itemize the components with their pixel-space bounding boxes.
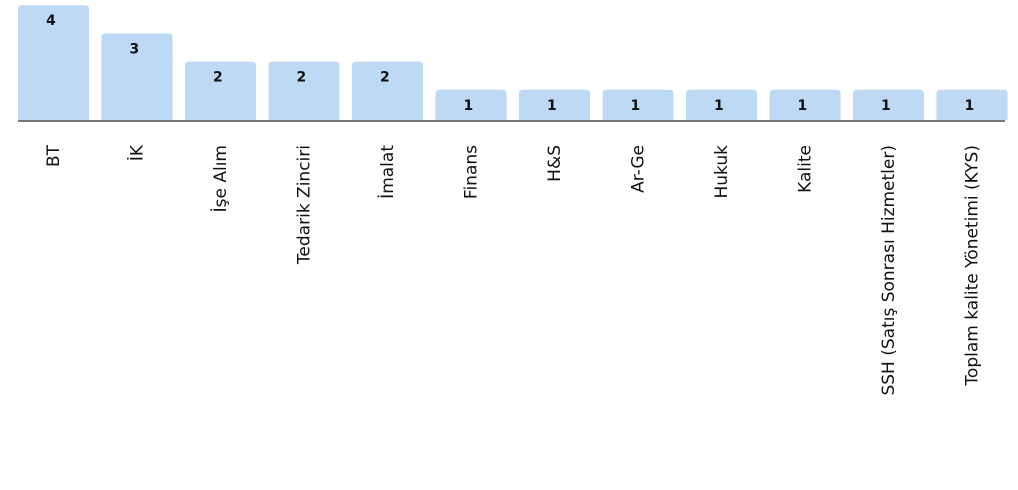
bar-3 bbox=[268, 61, 340, 120]
value-label-7: 1 bbox=[631, 98, 641, 114]
value-label-4: 2 bbox=[380, 70, 390, 86]
x-tick-label-2: İşe Alım bbox=[210, 145, 231, 212]
x-tick-labels: BT İK İşe Alım Tedarik Zinciri İmalat Finans H… bbox=[44, 144, 983, 395]
x-tick-label-10: SSH (Satış Sonrası Hizmetler) bbox=[879, 145, 899, 396]
value-labels-layer: 4 3 2 2 2 1 1 1 1 1 1 1 bbox=[46, 13, 974, 114]
bar-5 bbox=[435, 89, 507, 120]
x-tick-label-8: Hukuk bbox=[712, 145, 732, 199]
bar-10 bbox=[853, 89, 924, 120]
bar-8 bbox=[686, 89, 757, 120]
bar-7 bbox=[602, 89, 674, 120]
bar-6 bbox=[519, 89, 590, 120]
x-tick-label-3: Tedarik Zinciri bbox=[295, 145, 315, 265]
value-label-8: 1 bbox=[714, 98, 724, 114]
value-label-2: 2 bbox=[213, 70, 223, 86]
value-label-1: 3 bbox=[130, 41, 140, 57]
bar-1 bbox=[101, 33, 173, 120]
value-label-0: 4 bbox=[46, 13, 56, 29]
bars-layer bbox=[18, 5, 1008, 121]
value-label-6: 1 bbox=[547, 98, 557, 114]
x-tick-label-6: H&S bbox=[545, 145, 565, 182]
value-label-11: 1 bbox=[965, 98, 975, 114]
bar-0 bbox=[18, 5, 89, 121]
x-tick-label-7: Ar-Ge bbox=[629, 145, 649, 193]
bar-4 bbox=[352, 61, 423, 120]
value-label-10: 1 bbox=[881, 98, 891, 114]
x-tick-label-4: İmalat bbox=[377, 145, 398, 199]
x-tick-label-1: İK bbox=[127, 144, 148, 161]
x-tick-label-5: Finans bbox=[462, 145, 482, 199]
value-label-3: 2 bbox=[297, 70, 307, 86]
x-tick-label-11: Toplam kalite Yönetimi (KYS) bbox=[963, 145, 983, 387]
value-label-5: 1 bbox=[464, 98, 474, 114]
bar-2 bbox=[185, 61, 256, 120]
bar-9 bbox=[769, 89, 841, 120]
x-tick-label-9: Kalite bbox=[796, 145, 816, 193]
value-label-9: 1 bbox=[798, 98, 808, 114]
bar-11 bbox=[936, 89, 1008, 120]
x-tick-label-0: BT bbox=[44, 144, 64, 167]
